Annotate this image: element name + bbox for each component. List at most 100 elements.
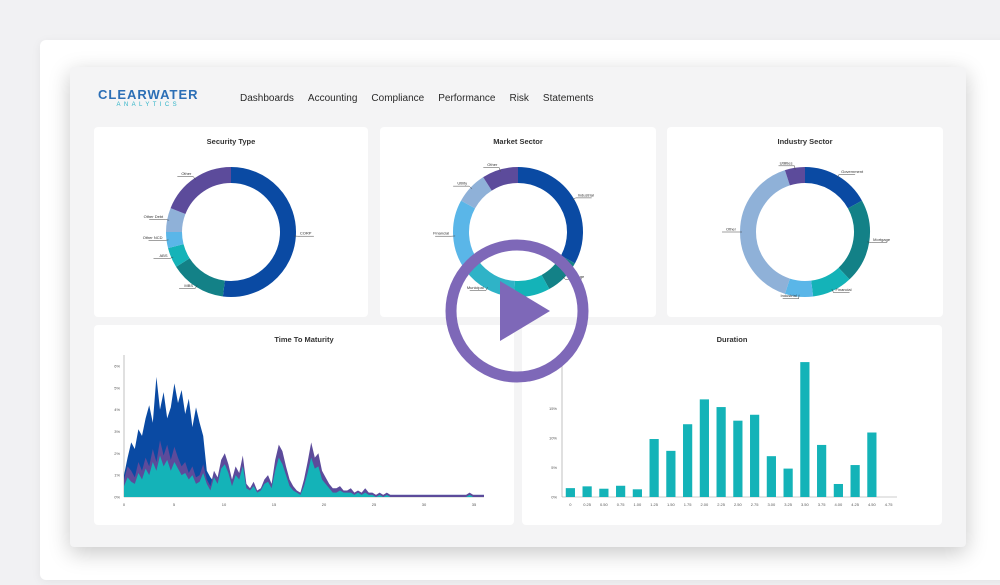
x-tick-label: 5 [173, 502, 176, 507]
donut-leader-line [867, 241, 888, 243]
y-tick-label: 5% [551, 465, 557, 470]
donut-slice[interactable] [168, 243, 190, 267]
duration-title: Duration [716, 335, 748, 344]
x-tick-label: 3.75 [818, 502, 827, 507]
nav-compliance[interactable]: Compliance [371, 93, 425, 104]
x-tick-label: 2.75 [751, 502, 760, 507]
donut-slice-label: Utilities [780, 160, 793, 165]
donut-slice-label: Financial [836, 287, 852, 292]
x-tick-label: 0.50 [600, 502, 609, 507]
security-type-card: Security Type CORP MBS ABS Other NCD Other D… [94, 127, 368, 317]
main-nav: Dashboards Accounting Compliance Perform… [240, 93, 594, 104]
logo[interactable]: CLEARWATER ANALYTICS [98, 88, 199, 109]
x-tick-label: 4.50 [868, 502, 877, 507]
duration-bar[interactable] [850, 465, 860, 497]
donut-slice[interactable] [838, 200, 870, 280]
x-tick-label: 2.50 [734, 502, 743, 507]
donut-slice[interactable] [176, 257, 226, 297]
donut-slice[interactable] [740, 170, 791, 294]
donut-slice-label: Municipal [467, 285, 484, 290]
x-tick-label: 30 [422, 502, 427, 507]
duration-chart: 0% 5% 10% 15% 0 0.25 0.50 0.75 1.00 1.25 1.50 1.75 2… [549, 355, 897, 507]
donut-slice-label: Other Debt [144, 214, 164, 219]
nav-accounting[interactable]: Accounting [307, 93, 358, 104]
play-video-button[interactable] [442, 237, 592, 385]
donut-slice[interactable] [222, 167, 296, 297]
donut-slice[interactable] [461, 177, 493, 209]
duration-bar[interactable] [649, 439, 659, 497]
donut-slice[interactable] [784, 278, 814, 297]
x-tick-label: 1.00 [633, 502, 642, 507]
x-tick-label: 4.00 [834, 502, 843, 507]
logo-main-text: CLEARWATER [98, 87, 199, 102]
duration-bar[interactable] [716, 407, 726, 497]
donut-slice[interactable] [810, 267, 850, 297]
nav-performance[interactable]: Performance [438, 93, 496, 104]
duration-bar[interactable] [766, 456, 776, 497]
logo-sub-text: ANALYTICS [116, 102, 181, 108]
duration-bar[interactable] [565, 488, 575, 497]
nav-dashboards[interactable]: Dashboards [240, 93, 294, 104]
donut-slice-label: Other NCD [143, 235, 163, 240]
donut-leader-line [483, 167, 501, 172]
duration-bar[interactable] [683, 424, 693, 497]
donut-slice[interactable] [513, 274, 550, 297]
x-tick-label: 1.25 [650, 502, 659, 507]
duration-bar[interactable] [699, 399, 709, 497]
donut-slice[interactable] [166, 208, 186, 233]
x-tick-label: 0.75 [617, 502, 626, 507]
donut-slice[interactable] [166, 231, 184, 249]
industry-sector-card: Industry Sector Government Mortgage Financ… [667, 127, 943, 317]
time-to-maturity-card: Time To Maturity 0% 1% 2% 3% 4% 5% 6% 0 5 10 15 20 2… [94, 325, 514, 525]
y-tick-label: 0% [551, 495, 557, 500]
donut-leader-line [836, 174, 856, 178]
x-tick-label: 0 [569, 502, 572, 507]
industry-sector-title: Industry Sector [777, 137, 833, 146]
duration-bar[interactable] [817, 444, 827, 497]
area-series[interactable] [124, 455, 484, 497]
duration-bar[interactable] [867, 432, 877, 497]
play-ring [445, 239, 589, 383]
donut-slice-label: Industrial [578, 192, 594, 197]
duration-bar[interactable] [666, 450, 676, 497]
top-bar: CLEARWATER ANALYTICS Dashboards Accounti… [70, 67, 966, 123]
duration-bar[interactable] [783, 468, 793, 497]
duration-bar[interactable] [733, 420, 743, 497]
donut-leader-line [778, 165, 796, 170]
duration-bar[interactable] [632, 489, 642, 497]
donut-leader-line [469, 287, 488, 291]
donut-slice[interactable] [784, 167, 806, 186]
duration-bar[interactable] [833, 483, 843, 497]
play-icon [500, 281, 550, 341]
security-type-title: Security Type [206, 137, 256, 146]
y-tick-label: 5% [114, 385, 120, 390]
duration-bar[interactable] [616, 485, 626, 497]
duration-bar[interactable] [750, 414, 760, 497]
donut-slice[interactable] [804, 167, 862, 209]
donut-slice[interactable] [517, 167, 583, 264]
donut-slice[interactable] [170, 167, 232, 215]
donut-leader-line [831, 288, 850, 293]
x-tick-label: 2.00 [700, 502, 709, 507]
time-to-maturity-title: Time To Maturity [274, 335, 334, 344]
donut-slice[interactable] [483, 167, 519, 191]
x-tick-label: 20 [322, 502, 327, 507]
x-tick-label: 35 [472, 502, 477, 507]
donut-slice-label: Government [841, 169, 864, 174]
donut-slice-label: Other [726, 227, 737, 232]
donut-slice-label: CORP [300, 231, 312, 236]
x-tick-label: 3.50 [801, 502, 810, 507]
x-tick-label: 4.25 [851, 502, 860, 507]
nav-statements[interactable]: Statements [542, 93, 594, 104]
duration-bar[interactable] [599, 488, 609, 497]
nav-risk[interactable]: Risk [509, 93, 529, 104]
donut-leader-line [453, 185, 473, 190]
donut-slice-label: Mortgage [873, 237, 891, 242]
duration-bar[interactable] [582, 486, 592, 497]
duration-card: Duration 0% 5% 10% 15% 0 0.25 0.50 0.75 1.00 1.25… [522, 325, 942, 525]
x-tick-label: 3.25 [784, 502, 793, 507]
duration-bar[interactable] [800, 362, 810, 497]
x-tick-label: 1.50 [667, 502, 676, 507]
donut-leader-line [782, 294, 800, 299]
donut-slice-label: Industrial [780, 293, 796, 298]
